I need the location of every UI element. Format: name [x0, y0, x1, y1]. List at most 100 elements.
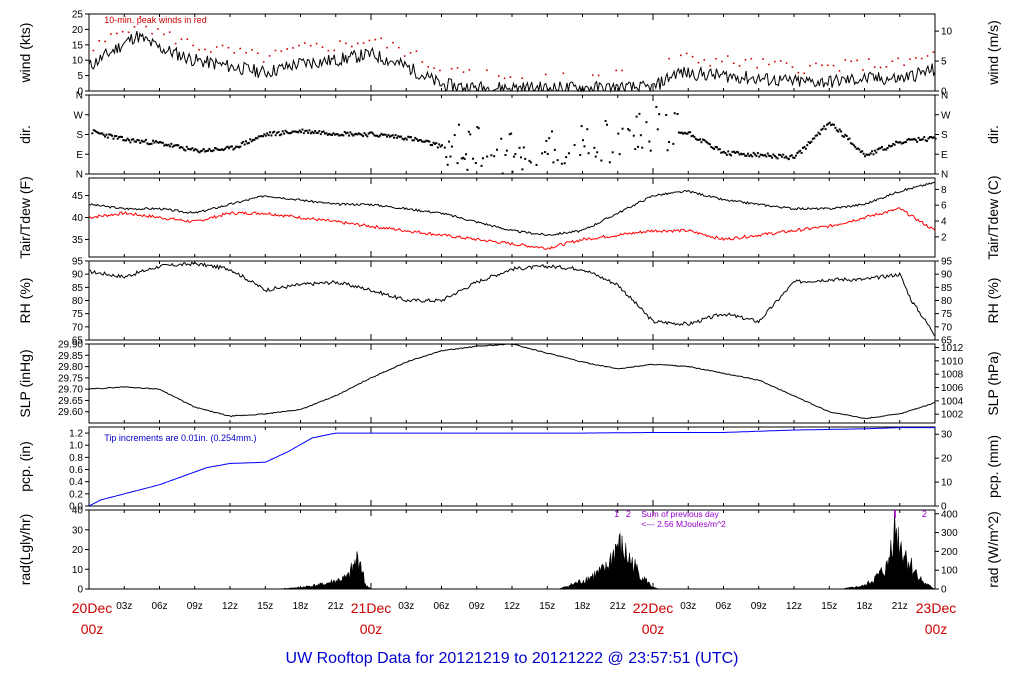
direction-point — [122, 139, 125, 142]
direction-point — [785, 155, 788, 158]
y-tick-label-left: 1.0 — [69, 441, 83, 452]
direction-point — [175, 144, 178, 147]
direction-point — [876, 148, 879, 151]
wind-peak-point — [174, 42, 177, 45]
direction-point — [450, 145, 453, 148]
direction-point — [545, 140, 548, 143]
direction-point — [322, 130, 325, 133]
direction-point — [930, 136, 933, 139]
direction-point — [267, 134, 270, 137]
direction-point — [871, 150, 874, 153]
x-hour-tick-label: 09z — [187, 601, 203, 612]
direction-point — [880, 145, 883, 148]
direction-point — [794, 154, 797, 157]
wind-peak-point — [116, 32, 118, 35]
y-tick-label-right: 2 — [941, 232, 947, 243]
y-tick-label-right: 0 — [941, 502, 947, 513]
wind-peak-point — [409, 52, 412, 54]
y-tick-label-left: 40 — [72, 506, 84, 517]
direction-point — [878, 147, 881, 150]
y-tick-label-right: 5 — [941, 57, 947, 68]
direction-point — [222, 149, 225, 152]
direction-point — [783, 156, 786, 159]
direction-point — [343, 130, 346, 133]
x-hour-tick-label: 21z — [892, 601, 908, 612]
direction-point — [641, 146, 644, 149]
direction-point — [834, 126, 837, 129]
direction-point — [402, 138, 405, 141]
direction-point — [779, 153, 782, 156]
y-tick-label-left: 0.6 — [69, 465, 83, 476]
direction-point — [780, 155, 783, 158]
direction-point — [763, 154, 766, 157]
direction-point — [340, 133, 343, 136]
direction-point — [466, 168, 469, 171]
direction-point — [865, 153, 868, 156]
direction-point — [404, 137, 407, 140]
wind-peak-point — [398, 46, 400, 49]
direction-point — [104, 135, 107, 138]
direction-point — [364, 133, 367, 136]
direction-point — [818, 133, 821, 136]
direction-point — [793, 156, 796, 159]
y-tick-label-left: 29.85 — [58, 351, 83, 362]
direction-point — [787, 158, 790, 161]
y-axis-label-right: pcp. (mm) — [985, 435, 1001, 498]
direction-point — [432, 141, 435, 144]
direction-point — [608, 161, 611, 164]
x-day-label: 22Dec — [633, 600, 673, 616]
direction-point — [579, 153, 582, 156]
wind-peak-point — [456, 67, 459, 69]
direction-point — [118, 136, 121, 139]
radiation-day-marker: 2 — [626, 509, 631, 519]
direction-point — [745, 154, 748, 157]
wind-peak-point — [221, 44, 224, 47]
wind-peak-point — [715, 57, 717, 60]
direction-point — [529, 161, 532, 164]
direction-point — [446, 163, 449, 166]
direction-point — [462, 156, 465, 159]
direction-point — [604, 119, 607, 122]
direction-point — [106, 136, 109, 139]
direction-point — [318, 130, 321, 133]
direction-point — [486, 155, 489, 158]
direction-point — [693, 135, 696, 138]
direction-point — [426, 140, 429, 143]
x-hour-tick-label: 15z — [821, 601, 837, 612]
direction-point — [796, 152, 799, 155]
direction-point — [223, 147, 226, 150]
direction-point — [611, 151, 614, 154]
direction-point — [747, 152, 749, 155]
direction-point — [666, 149, 669, 152]
direction-point — [637, 145, 640, 148]
direction-point — [888, 144, 890, 147]
direction-point — [237, 146, 240, 149]
direction-point — [714, 145, 717, 148]
wind-peak-point — [697, 61, 700, 64]
direction-point — [816, 134, 819, 137]
direction-point — [490, 154, 493, 157]
wind-peak-point — [774, 60, 776, 63]
wind-peak-point — [433, 67, 435, 69]
direction-point — [273, 130, 276, 133]
direction-point — [119, 135, 122, 138]
direction-point — [672, 142, 675, 145]
y-axis-label-left: wind (kts) — [17, 23, 33, 84]
direction-point — [390, 134, 393, 137]
wind-peak-point — [832, 64, 835, 67]
direction-point — [225, 146, 228, 149]
direction-point — [187, 147, 190, 150]
wind-peak-point — [450, 67, 453, 70]
direction-point — [412, 139, 415, 142]
direction-point — [346, 131, 349, 134]
direction-point — [111, 134, 114, 137]
direction-point — [742, 152, 745, 155]
direction-point — [407, 135, 410, 138]
y-tick-label-left: 20 — [72, 545, 84, 556]
y-tick-label-right: E — [941, 150, 948, 161]
direction-point — [790, 154, 793, 157]
direction-point — [910, 138, 913, 141]
direction-point — [825, 123, 828, 126]
y-tick-label-left: 0 — [77, 585, 83, 596]
direction-point — [408, 136, 411, 139]
